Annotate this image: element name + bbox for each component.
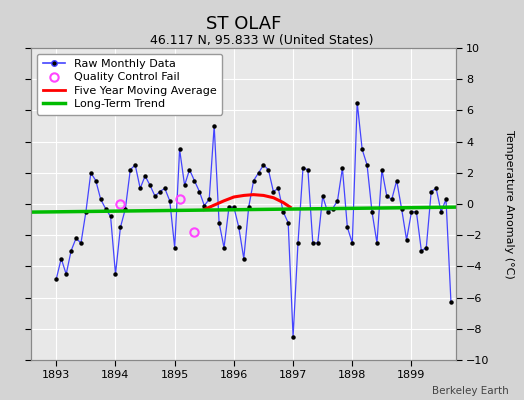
Legend: Raw Monthly Data, Quality Control Fail, Five Year Moving Average, Long-Term Tren: Raw Monthly Data, Quality Control Fail, … (37, 54, 222, 115)
Text: Berkeley Earth: Berkeley Earth (432, 386, 508, 396)
Title: ST OLAF: ST OLAF (206, 14, 281, 32)
Y-axis label: Temperature Anomaly (°C): Temperature Anomaly (°C) (504, 130, 514, 278)
Text: 46.117 N, 95.833 W (United States): 46.117 N, 95.833 W (United States) (150, 34, 374, 47)
